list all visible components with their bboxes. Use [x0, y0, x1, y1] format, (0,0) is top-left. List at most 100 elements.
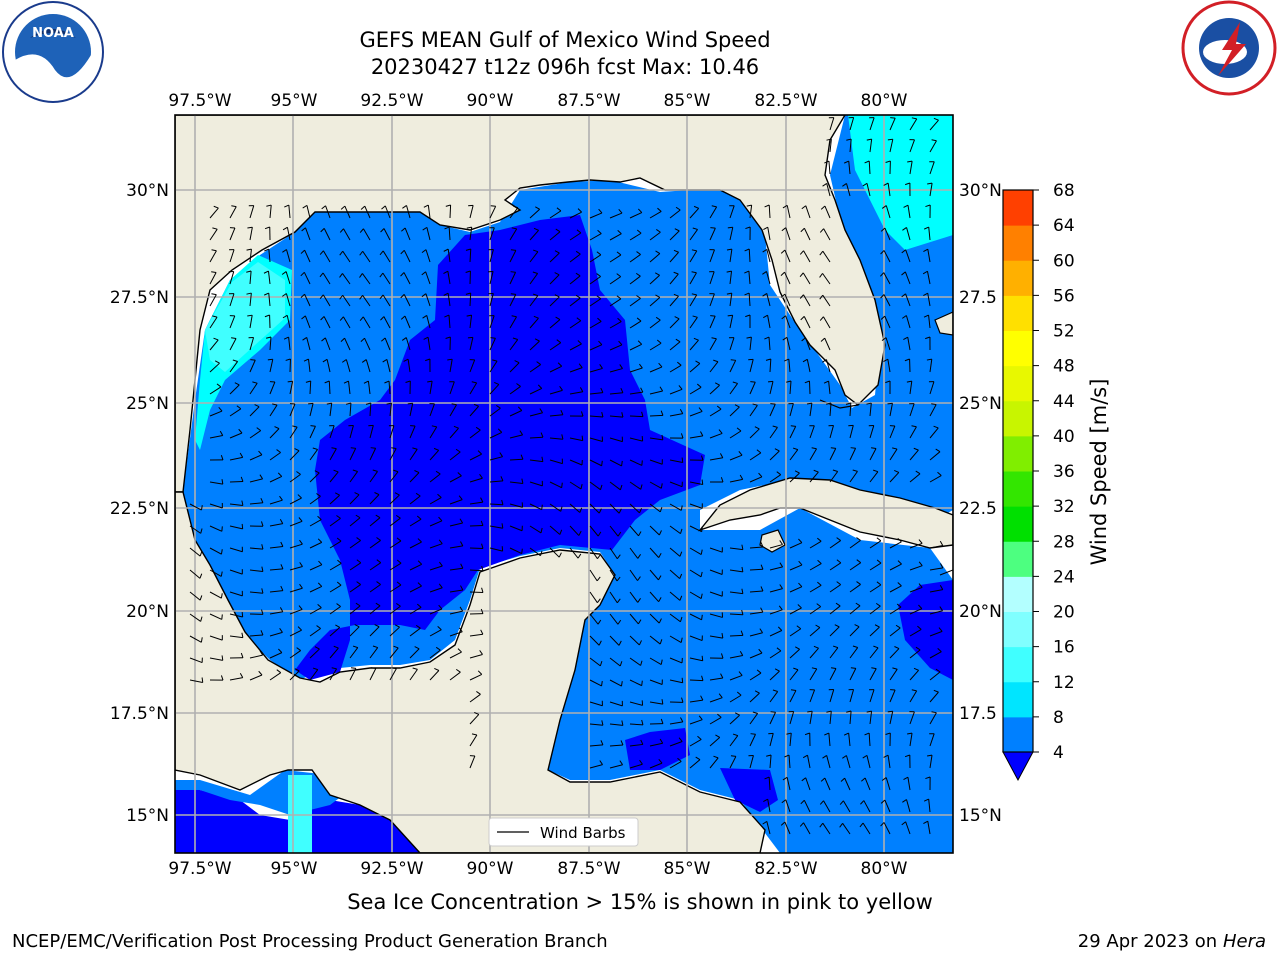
wind-barb-flag: [718, 693, 723, 698]
wind-barb-flag: [656, 339, 662, 344]
land-bahamas: [934, 311, 953, 336]
wind-barb-flag: [813, 645, 819, 649]
wind-barb-flag: [739, 474, 744, 480]
wind-barb-flag: [554, 250, 560, 254]
wind-barb-flag: [832, 469, 838, 472]
wind-barb: [309, 380, 312, 395]
wind-barb: [409, 403, 414, 417]
wind-barb-flag: [578, 363, 583, 368]
wind-barb-flag: [533, 249, 539, 253]
wind-barb-flag: [871, 667, 877, 670]
wind-barb: [609, 437, 623, 443]
wind-barb-flag: [762, 820, 768, 825]
wind-barb-flag: [302, 337, 307, 341]
wind-barb: [822, 822, 831, 835]
wind-barb-flag: [560, 506, 563, 512]
wind-barb-flag: [779, 562, 784, 568]
wind-barb-flag: [864, 160, 870, 164]
wind-barb: [889, 139, 894, 153]
wind-barb-flag: [764, 776, 770, 780]
wind-barb-flag: [554, 294, 560, 298]
wind-barb: [229, 361, 239, 373]
wind-barb-flag: [925, 336, 931, 340]
wind-barb: [589, 321, 602, 329]
wind-barb: [729, 674, 743, 681]
wind-barb: [349, 540, 361, 549]
wind-barb-flag: [800, 799, 805, 805]
wind-barb-flag: [363, 380, 369, 384]
wind-barb: [289, 520, 303, 527]
wind-barb: [806, 359, 811, 373]
lon-label-bottom: 90°W: [467, 859, 514, 879]
wind-barb: [209, 250, 217, 263]
wind-barb-flag: [826, 402, 832, 405]
wind-barb: [909, 381, 913, 395]
wind-barb-flag: [845, 402, 851, 405]
wind-barb: [609, 679, 622, 687]
wind-barb: [769, 670, 780, 681]
wind-barb: [805, 337, 811, 351]
wind-barb-flag: [282, 314, 288, 319]
wind-barb-flag: [918, 561, 923, 567]
wind-barb: [849, 425, 854, 439]
wind-barb-flag: [412, 447, 418, 450]
wind-barb: [709, 361, 719, 373]
wind-barb: [609, 744, 623, 747]
wind-barb-flag: [405, 380, 411, 383]
wind-barb: [689, 503, 703, 509]
wind-barb: [927, 821, 931, 835]
wind-barb-flag: [679, 551, 683, 557]
wind-barb-flag: [473, 403, 479, 407]
wind-barb-flag: [421, 249, 427, 254]
wind-barb: [489, 271, 494, 285]
wind-barb: [469, 292, 472, 307]
wind-barb-flag: [774, 668, 780, 672]
wind-barb: [429, 520, 443, 527]
wind-barb: [469, 569, 484, 572]
wind-barb: [669, 635, 682, 643]
wind-barb: [709, 697, 723, 703]
wind-barb-flag: [897, 582, 902, 587]
wind-barb: [409, 472, 420, 483]
wind-barb-flag: [781, 227, 787, 232]
wind-barb: [809, 584, 822, 593]
wind-barb-flag: [211, 293, 217, 296]
wind-barb-flag: [823, 380, 829, 384]
wind-barb-flag: [380, 228, 385, 233]
wind-barb: [449, 204, 452, 219]
wind-barb-flag: [220, 455, 224, 461]
wind-barb-flag: [695, 756, 701, 761]
wind-barb-flag: [817, 581, 822, 586]
wind-barb: [189, 591, 201, 601]
wind-barb-flag: [259, 650, 264, 656]
wind-barb: [469, 453, 482, 461]
wind-barb: [769, 588, 783, 593]
wind-barb: [905, 315, 911, 329]
wind-barb: [409, 448, 418, 461]
wind-barb: [285, 271, 291, 285]
wind-barb: [828, 381, 831, 395]
wind-barb-flag: [816, 603, 822, 608]
wind-barb: [829, 626, 840, 637]
wind-barb-flag: [339, 316, 344, 321]
wind-barb: [769, 712, 777, 725]
wind-barb-flag: [321, 205, 326, 210]
wind-barb: [689, 759, 701, 769]
wind-barb-flag: [303, 358, 309, 362]
wind-barb-flag: [923, 820, 929, 825]
wind-barb-flag: [616, 273, 622, 278]
wind-barb-flag: [246, 248, 252, 251]
wind-barb-flag: [819, 250, 824, 256]
colorbar-segment: [1003, 541, 1033, 577]
wind-barb: [749, 546, 763, 549]
wind-barb-flag: [691, 271, 697, 274]
wind-barb-flag: [760, 542, 764, 548]
wind-barb: [669, 318, 680, 329]
wind-barb: [669, 459, 683, 464]
wind-barb: [629, 723, 644, 726]
wind-barb: [609, 657, 621, 667]
wind-barb-flag: [935, 668, 941, 673]
wind-barb: [569, 275, 581, 285]
wind-barb: [549, 365, 562, 373]
wind-barb: [269, 499, 283, 505]
